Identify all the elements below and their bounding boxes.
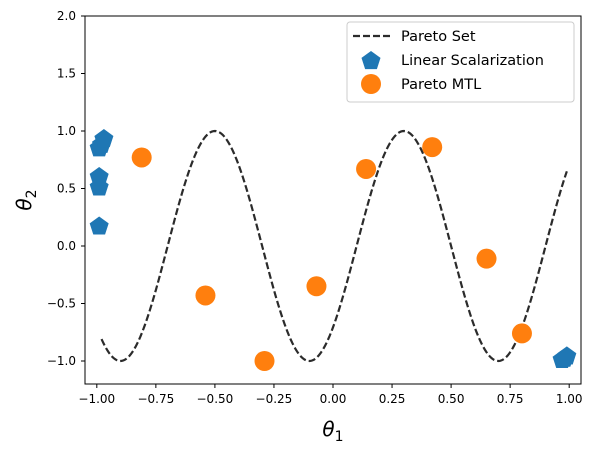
y-axis-title: θ2 <box>12 189 40 210</box>
x-axis-title-symbol: θ <box>322 417 334 441</box>
legend-pareto-set-label: Pareto Set <box>401 29 476 45</box>
x-tick-label: 0.00 <box>320 392 347 406</box>
y-axis: −1.0 −0.5 0.0 0.5 1.0 1.5 2.0 <box>47 9 85 368</box>
linear-scalarization-point <box>89 167 109 186</box>
pareto-mtl-point <box>254 351 275 371</box>
pareto-mtl-point <box>131 147 152 168</box>
linear-scalarization-point <box>89 216 109 235</box>
y-tick-label: −0.5 <box>47 297 76 311</box>
x-tick-label: −0.50 <box>197 392 234 406</box>
legend: Pareto Set Linear Scalarization Pareto M… <box>346 21 575 103</box>
pareto-mtl-point <box>356 158 377 179</box>
x-axis-title: θ1 <box>322 417 343 445</box>
pareto-mtl-point <box>511 323 532 344</box>
x-tick-label: −0.25 <box>256 392 293 406</box>
x-axis-title-subscript: 1 <box>335 429 344 445</box>
pareto-mtl-point <box>195 285 216 306</box>
y-tick-label: 1.0 <box>57 124 76 138</box>
pareto-mtl-point <box>422 137 443 158</box>
pareto-mtl-point <box>476 248 497 269</box>
legend-pareto-mtl-swatch <box>361 74 381 94</box>
legend-box <box>346 21 575 103</box>
y-tick-label: 0.0 <box>57 239 76 253</box>
y-tick-label: 1.5 <box>57 67 76 81</box>
legend-linear-scalarization-swatch <box>361 51 381 70</box>
pareto-set-line <box>100 129 568 363</box>
x-tick-label: 0.50 <box>438 392 465 406</box>
x-tick-label: −1.00 <box>78 392 115 406</box>
linear-scalarization-point <box>557 346 577 365</box>
legend-pareto-mtl-label: Pareto MTL <box>401 77 481 93</box>
x-tick-label: 1.00 <box>556 392 583 406</box>
y-axis-title-subscript: 2 <box>24 189 40 198</box>
x-tick-label: 0.75 <box>497 392 524 406</box>
x-tick-label: 0.25 <box>379 392 406 406</box>
y-tick-label: 0.5 <box>57 182 76 196</box>
legend-linear-scalarization-label: Linear Scalarization <box>401 53 544 69</box>
y-axis-title-symbol: θ <box>12 198 36 210</box>
x-axis: −1.00 −0.75 −0.50 −0.25 0.00 0.25 0.50 0.75 1.00 <box>78 384 583 406</box>
linear-scalarization-point <box>94 129 114 148</box>
series-layer <box>89 129 577 371</box>
y-tick-label: −1.0 <box>47 354 76 368</box>
x-tick-label: −0.75 <box>137 392 174 406</box>
y-tick-label: 2.0 <box>57 9 76 23</box>
pareto-mtl-point <box>306 276 327 297</box>
